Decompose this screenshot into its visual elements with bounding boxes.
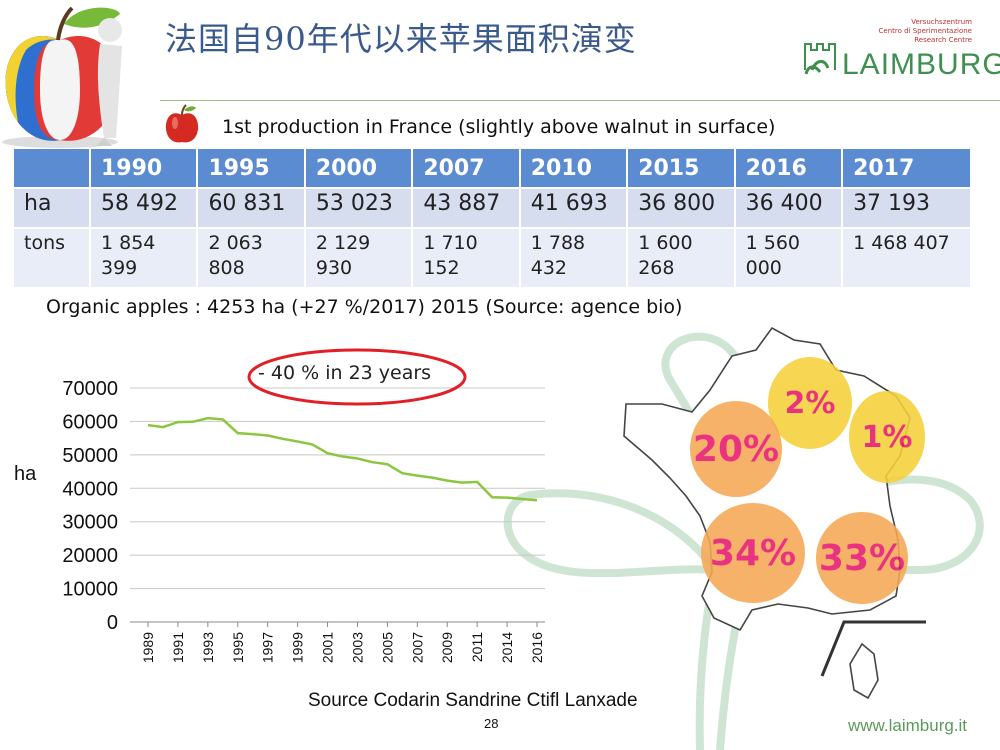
y-tick-label: 0 [107, 612, 118, 634]
apple-character-illustration [2, 6, 122, 148]
x-tick-label: 2001 [320, 632, 336, 663]
logo-line-3: Research Centre [914, 36, 972, 44]
subtitle: 1st production in France (slightly above… [222, 116, 776, 138]
year-header: 2015 [628, 149, 734, 187]
table-row-tons: tons 1 854 399 2 063 808 2 129 930 1 710 152… [14, 229, 970, 287]
year-header: 2017 [843, 149, 970, 187]
x-tick-label: 2016 [529, 632, 545, 663]
region-bubble: 34% [701, 503, 805, 603]
year-header: 1990 [91, 149, 197, 187]
year-header: 2000 [305, 149, 412, 187]
tons-line: 1 788 [530, 232, 586, 254]
tons-line: 1 600 [638, 232, 693, 254]
ha-cell: 53 023 [305, 189, 412, 227]
logo-wordmark: LAIMBURG [842, 48, 1000, 81]
ha-cell: 41 693 [520, 189, 627, 227]
tons-cell: 1 600 268 [628, 229, 734, 287]
tons-line: 1 560 [745, 232, 801, 254]
region-bubble: 1% [849, 391, 925, 483]
apple-area-table: 1990 1995 2000 2007 2010 2015 2016 2017 … [12, 147, 972, 289]
x-tick-label: 2009 [439, 632, 455, 663]
y-tick-label: 40000 [62, 478, 118, 500]
table-row-ha: ha 58 492 60 831 53 023 43 887 41 693 36… [14, 189, 970, 227]
x-tick-label: 2003 [349, 632, 365, 663]
ha-cell: 37 193 [843, 189, 970, 227]
row-label: tons [14, 229, 89, 287]
region-share-label: 2% [784, 385, 836, 421]
tons-cell: 1 788 432 [520, 229, 627, 287]
row-label: ha [14, 189, 89, 227]
ha-cell: 58 492 [91, 189, 197, 227]
apple-icon [165, 104, 199, 143]
year-header: 2016 [735, 149, 842, 187]
page-title: 法国自90年代以来苹果面积演变 [165, 20, 637, 58]
chart-source: Source Codarin Sandrine Ctifl Lanxade [308, 690, 638, 711]
tons-cell: 2 063 808 [198, 229, 304, 287]
region-share-label: 1% [861, 419, 913, 455]
tons-line: 399 [101, 257, 138, 279]
tons-line: 2 129 [315, 232, 371, 254]
x-tick-label: 1997 [260, 632, 276, 663]
region-share-label: 34% [709, 532, 797, 574]
annotation-ellipse [247, 348, 467, 406]
ha-cell: 43 887 [413, 189, 519, 227]
tons-cell: 1 560 000 [735, 229, 842, 287]
tons-line: 1 710 [423, 232, 478, 254]
year-header: 2007 [413, 149, 519, 187]
ha-cell: 36 800 [628, 189, 734, 227]
x-tick-label: 1989 [140, 632, 156, 663]
y-tick-label: 50000 [62, 445, 118, 467]
area-series-line [147, 416, 538, 502]
header-divider [160, 100, 1000, 101]
laimburg-logo: Versuchszentrum Centro di Sperimentazion… [800, 16, 1000, 86]
table-corner-cell [14, 149, 89, 187]
page-number: 28 [484, 716, 499, 731]
organic-apples-note: Organic apples : 4253 ha (+27 %/2017) 20… [46, 296, 683, 318]
logo-line-2: Centro di Sperimentazione [878, 27, 972, 35]
ha-cell: 60 831 [198, 189, 304, 227]
tons-line: 000 [745, 257, 782, 279]
tons-line: 152 [423, 257, 460, 279]
y-axis-label: ha [14, 463, 37, 485]
chart-annotation: - 40 % in 23 years [258, 362, 432, 384]
website-url: www.laimburg.it [848, 716, 968, 735]
x-tick-label: 1991 [170, 632, 186, 663]
tons-line: 432 [530, 257, 568, 279]
region-share-label: 20% [692, 428, 780, 470]
tons-line: 1 854 [101, 232, 156, 254]
region-bubble: 20% [690, 401, 782, 497]
ha-cell: 36 400 [735, 189, 842, 227]
region-share-label: 33% [818, 537, 906, 579]
tons-line: 930 [315, 257, 353, 279]
tons-cell: 1 854 399 [91, 229, 197, 287]
x-tick-label: 2011 [469, 632, 485, 662]
x-tick-label: 1999 [290, 632, 306, 663]
region-bubble: 2% [768, 357, 852, 449]
region-bubble: 33% [816, 512, 908, 604]
x-tick-label: 2007 [409, 632, 425, 663]
y-tick-label: 10000 [62, 579, 118, 601]
tons-line: 268 [638, 257, 675, 279]
y-tick-label: 60000 [62, 411, 118, 433]
x-tick-label: 2014 [499, 632, 515, 663]
apple-area-line-chart: 0 10000 20000 30000 40000 50000 60000 70000 ha 19… [14, 378, 545, 663]
tons-cell: 2 129 930 [305, 229, 412, 287]
y-tick-label: 70000 [62, 378, 118, 400]
logo-line-1: Versuchszentrum [911, 18, 972, 26]
year-header: 2010 [520, 149, 627, 187]
year-header: 1995 [198, 149, 304, 187]
tons-cell: 1 468 407 [843, 229, 970, 287]
x-tick-label: 1993 [200, 632, 216, 663]
table-header-row: 1990 1995 2000 2007 2010 2015 2016 2017 [14, 149, 970, 187]
tons-line: 1 468 407 [853, 232, 950, 254]
tons-line: 808 [208, 257, 245, 279]
y-tick-label: 30000 [62, 512, 118, 534]
tons-cell: 1 710 152 [413, 229, 519, 287]
tons-line: 2 063 [208, 232, 263, 254]
y-tick-label: 20000 [62, 545, 118, 567]
x-tick-label: 2005 [379, 632, 395, 663]
x-tick-label: 1995 [230, 632, 246, 663]
castle-icon [804, 43, 836, 75]
